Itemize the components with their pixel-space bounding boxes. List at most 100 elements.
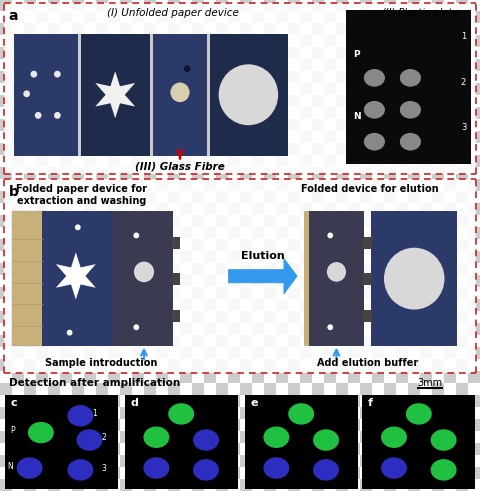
- Bar: [300, 383, 312, 395]
- Bar: [72, 83, 84, 95]
- Bar: [108, 287, 120, 299]
- Bar: [348, 47, 360, 59]
- Bar: [108, 167, 120, 179]
- Bar: [0, 11, 12, 23]
- Text: 1: 1: [93, 409, 97, 418]
- Bar: [12, 119, 24, 131]
- Bar: [384, 299, 396, 311]
- Bar: [108, 479, 120, 491]
- Bar: [432, 443, 444, 455]
- Bar: [360, 455, 372, 467]
- Bar: [48, 407, 60, 419]
- Bar: [336, 143, 348, 155]
- Bar: [0, 59, 12, 71]
- Bar: [408, 59, 420, 71]
- Bar: [240, 155, 252, 167]
- Bar: [264, 239, 276, 251]
- Bar: [432, 35, 444, 47]
- Bar: [420, 311, 432, 323]
- Bar: [180, 167, 192, 179]
- Bar: [228, 215, 240, 227]
- Bar: [444, 455, 456, 467]
- Bar: [48, 95, 60, 107]
- Bar: [0, 0, 12, 11]
- Bar: [0, 395, 12, 407]
- Bar: [384, 47, 396, 59]
- Bar: [48, 347, 60, 359]
- Bar: [168, 251, 180, 263]
- Bar: [245, 395, 358, 489]
- Bar: [360, 335, 372, 347]
- Bar: [468, 83, 480, 95]
- Bar: [360, 431, 372, 443]
- Bar: [180, 311, 192, 323]
- Text: 2: 2: [102, 433, 107, 442]
- Bar: [216, 179, 228, 191]
- Bar: [60, 227, 72, 239]
- Bar: [72, 251, 84, 263]
- Bar: [24, 323, 36, 335]
- Bar: [228, 443, 240, 455]
- Bar: [444, 275, 456, 287]
- Bar: [420, 419, 432, 431]
- Bar: [396, 371, 408, 383]
- Bar: [456, 203, 468, 215]
- Bar: [60, 59, 72, 71]
- Bar: [84, 203, 96, 215]
- Bar: [168, 467, 180, 479]
- Circle shape: [35, 112, 42, 119]
- Bar: [324, 335, 336, 347]
- Bar: [312, 35, 324, 47]
- Bar: [168, 11, 180, 23]
- Bar: [132, 287, 144, 299]
- Bar: [276, 11, 288, 23]
- Bar: [288, 71, 300, 83]
- Bar: [156, 311, 168, 323]
- Bar: [444, 299, 456, 311]
- Bar: [288, 275, 300, 287]
- Bar: [468, 47, 480, 59]
- Bar: [228, 371, 240, 383]
- Bar: [444, 263, 456, 275]
- Bar: [172, 237, 180, 249]
- Bar: [360, 407, 372, 419]
- Bar: [180, 11, 192, 23]
- Bar: [360, 107, 372, 119]
- Bar: [12, 239, 24, 251]
- Bar: [336, 287, 348, 299]
- Bar: [324, 287, 336, 299]
- Bar: [120, 227, 132, 239]
- Bar: [60, 383, 72, 395]
- Bar: [96, 419, 108, 431]
- Bar: [48, 167, 60, 179]
- Bar: [144, 179, 156, 191]
- Bar: [420, 287, 432, 299]
- Bar: [48, 443, 60, 455]
- Bar: [72, 275, 84, 287]
- Bar: [432, 119, 444, 131]
- Bar: [36, 335, 48, 347]
- Bar: [120, 179, 132, 191]
- Bar: [120, 443, 132, 455]
- Bar: [216, 59, 228, 71]
- Bar: [24, 143, 36, 155]
- Bar: [396, 155, 408, 167]
- Bar: [72, 59, 84, 71]
- Bar: [384, 359, 396, 371]
- Bar: [312, 119, 324, 131]
- Bar: [348, 359, 360, 371]
- Bar: [156, 383, 168, 395]
- Text: (II) Plastic plate: (II) Plastic plate: [382, 8, 458, 18]
- Bar: [468, 263, 480, 275]
- Bar: [84, 419, 96, 431]
- Bar: [108, 155, 120, 167]
- Bar: [12, 479, 24, 491]
- Bar: [276, 107, 288, 119]
- Bar: [48, 203, 60, 215]
- Bar: [360, 479, 372, 491]
- Bar: [276, 323, 288, 335]
- Bar: [204, 371, 216, 383]
- Bar: [324, 215, 336, 227]
- Bar: [132, 143, 144, 155]
- Bar: [264, 11, 276, 23]
